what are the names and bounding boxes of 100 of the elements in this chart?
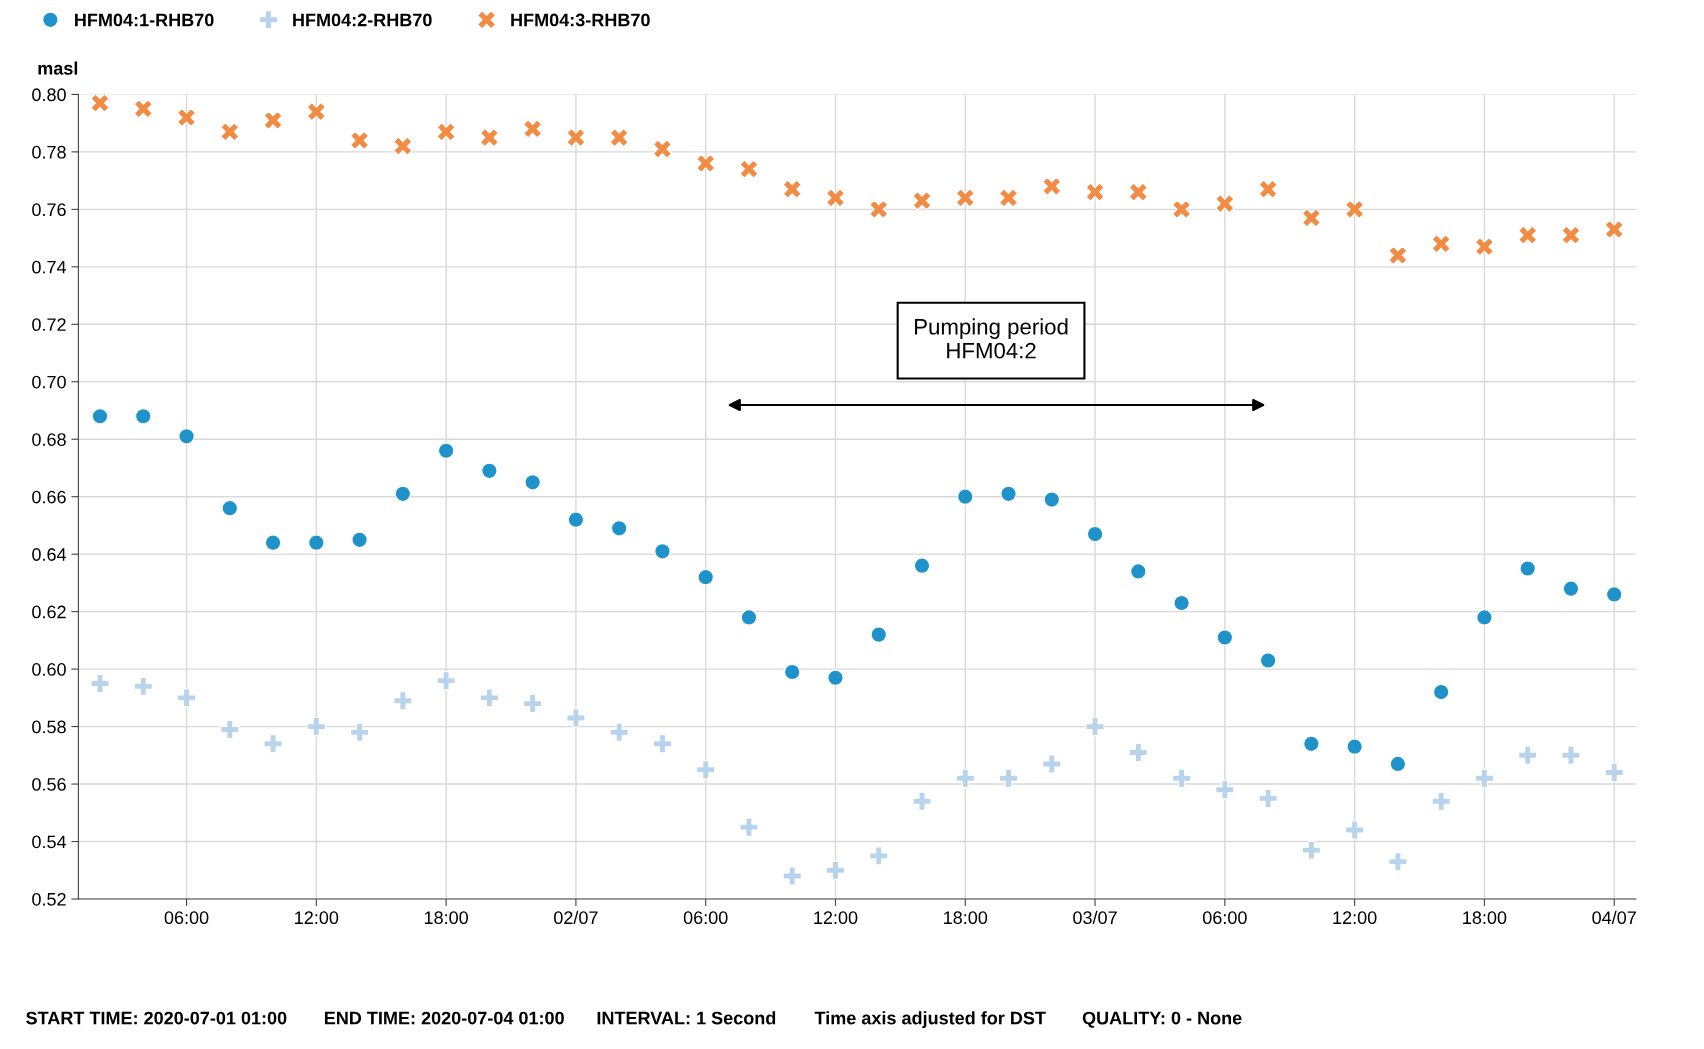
x-tick-label: 18:00 (424, 911, 468, 925)
y-tick-label: 0.60 (32, 663, 66, 676)
point (1432, 683, 1450, 701)
point (1604, 762, 1624, 783)
point (955, 188, 975, 208)
point (739, 159, 759, 179)
point (998, 768, 1019, 788)
point (481, 462, 498, 480)
point (1215, 194, 1235, 214)
point (1388, 852, 1408, 872)
point (1301, 840, 1321, 860)
point (654, 543, 671, 560)
point (479, 688, 499, 708)
point (652, 734, 673, 754)
point (91, 408, 109, 425)
point (306, 716, 326, 737)
point (220, 122, 240, 142)
x-tick-label: 04/07 (1592, 910, 1636, 925)
point (1258, 788, 1278, 809)
text: END TIME: 2020-07-04 01:00 (324, 1011, 564, 1025)
point (825, 188, 846, 208)
y-tick-label: 0.76 (32, 203, 66, 217)
y-tick-label: 0.56 (32, 777, 66, 791)
point (135, 408, 152, 425)
point (696, 153, 716, 173)
point (1085, 182, 1105, 202)
point (393, 691, 413, 711)
point (1258, 179, 1278, 199)
point (912, 791, 932, 811)
point (308, 534, 325, 551)
point (1128, 182, 1148, 202)
point (176, 688, 197, 708)
y-tick-label: 0.66 (32, 490, 66, 504)
point (1474, 237, 1494, 257)
point (1346, 738, 1363, 755)
y-tick-label: 0.52 (32, 892, 66, 906)
x-tick-label: 12:00 (1333, 911, 1377, 925)
point (523, 694, 543, 714)
point (1604, 219, 1624, 240)
point (869, 199, 889, 219)
point (1173, 594, 1190, 612)
point (1215, 780, 1235, 800)
point (263, 110, 283, 130)
x-tick-label: 12:00 (814, 911, 858, 925)
point (1345, 199, 1365, 219)
point (825, 860, 846, 880)
point (740, 609, 758, 626)
y-axis-title: masl (38, 61, 78, 75)
point (782, 179, 802, 199)
point (998, 188, 1019, 208)
point (1259, 652, 1277, 669)
point (827, 669, 844, 686)
point (263, 734, 283, 754)
point (1216, 629, 1234, 646)
point (90, 673, 110, 694)
y-tick-label: 0.80 (32, 88, 66, 102)
legend-label: HFM04:1-RHB70 (75, 13, 214, 27)
point (913, 557, 931, 574)
point (782, 866, 802, 886)
point (739, 817, 759, 837)
point (1128, 742, 1148, 763)
text: START TIME: 2020-07-01 01:00 (26, 1011, 287, 1025)
point (306, 102, 326, 122)
point (957, 488, 974, 505)
point (566, 127, 586, 148)
point (1431, 234, 1451, 254)
point (1431, 791, 1451, 811)
y-tick-label: 0.64 (32, 548, 67, 561)
point (176, 107, 197, 127)
y-tick-label: 0.54 (32, 835, 67, 849)
y-tick-label: 0.72 (32, 318, 66, 332)
point (1606, 586, 1623, 603)
point (869, 846, 889, 866)
point (912, 191, 932, 211)
point (1388, 245, 1408, 265)
annotation: Pumping period HFM04:2 (915, 318, 1068, 359)
x-tick-label: 02/07 (554, 910, 598, 925)
x-tick-label: 06:00 (683, 911, 728, 925)
point (351, 531, 368, 548)
y-tick-label: 0.68 (32, 433, 66, 446)
point (1518, 745, 1538, 765)
point (437, 442, 455, 459)
point (566, 708, 586, 728)
point (350, 130, 370, 150)
point (784, 663, 801, 681)
point (90, 94, 110, 113)
point (133, 676, 153, 696)
point (1301, 208, 1321, 228)
y-tick-label: 0.70 (32, 375, 66, 389)
point (1085, 716, 1105, 737)
point (436, 122, 456, 142)
point (221, 500, 238, 517)
x-tick-label: 06:00 (1202, 911, 1247, 925)
point (609, 127, 629, 148)
point (1562, 580, 1580, 597)
point (523, 119, 543, 139)
legend-label: HFM04:2-RHB70 (293, 13, 432, 27)
point (264, 534, 282, 551)
point (1042, 754, 1062, 774)
point (133, 99, 153, 119)
